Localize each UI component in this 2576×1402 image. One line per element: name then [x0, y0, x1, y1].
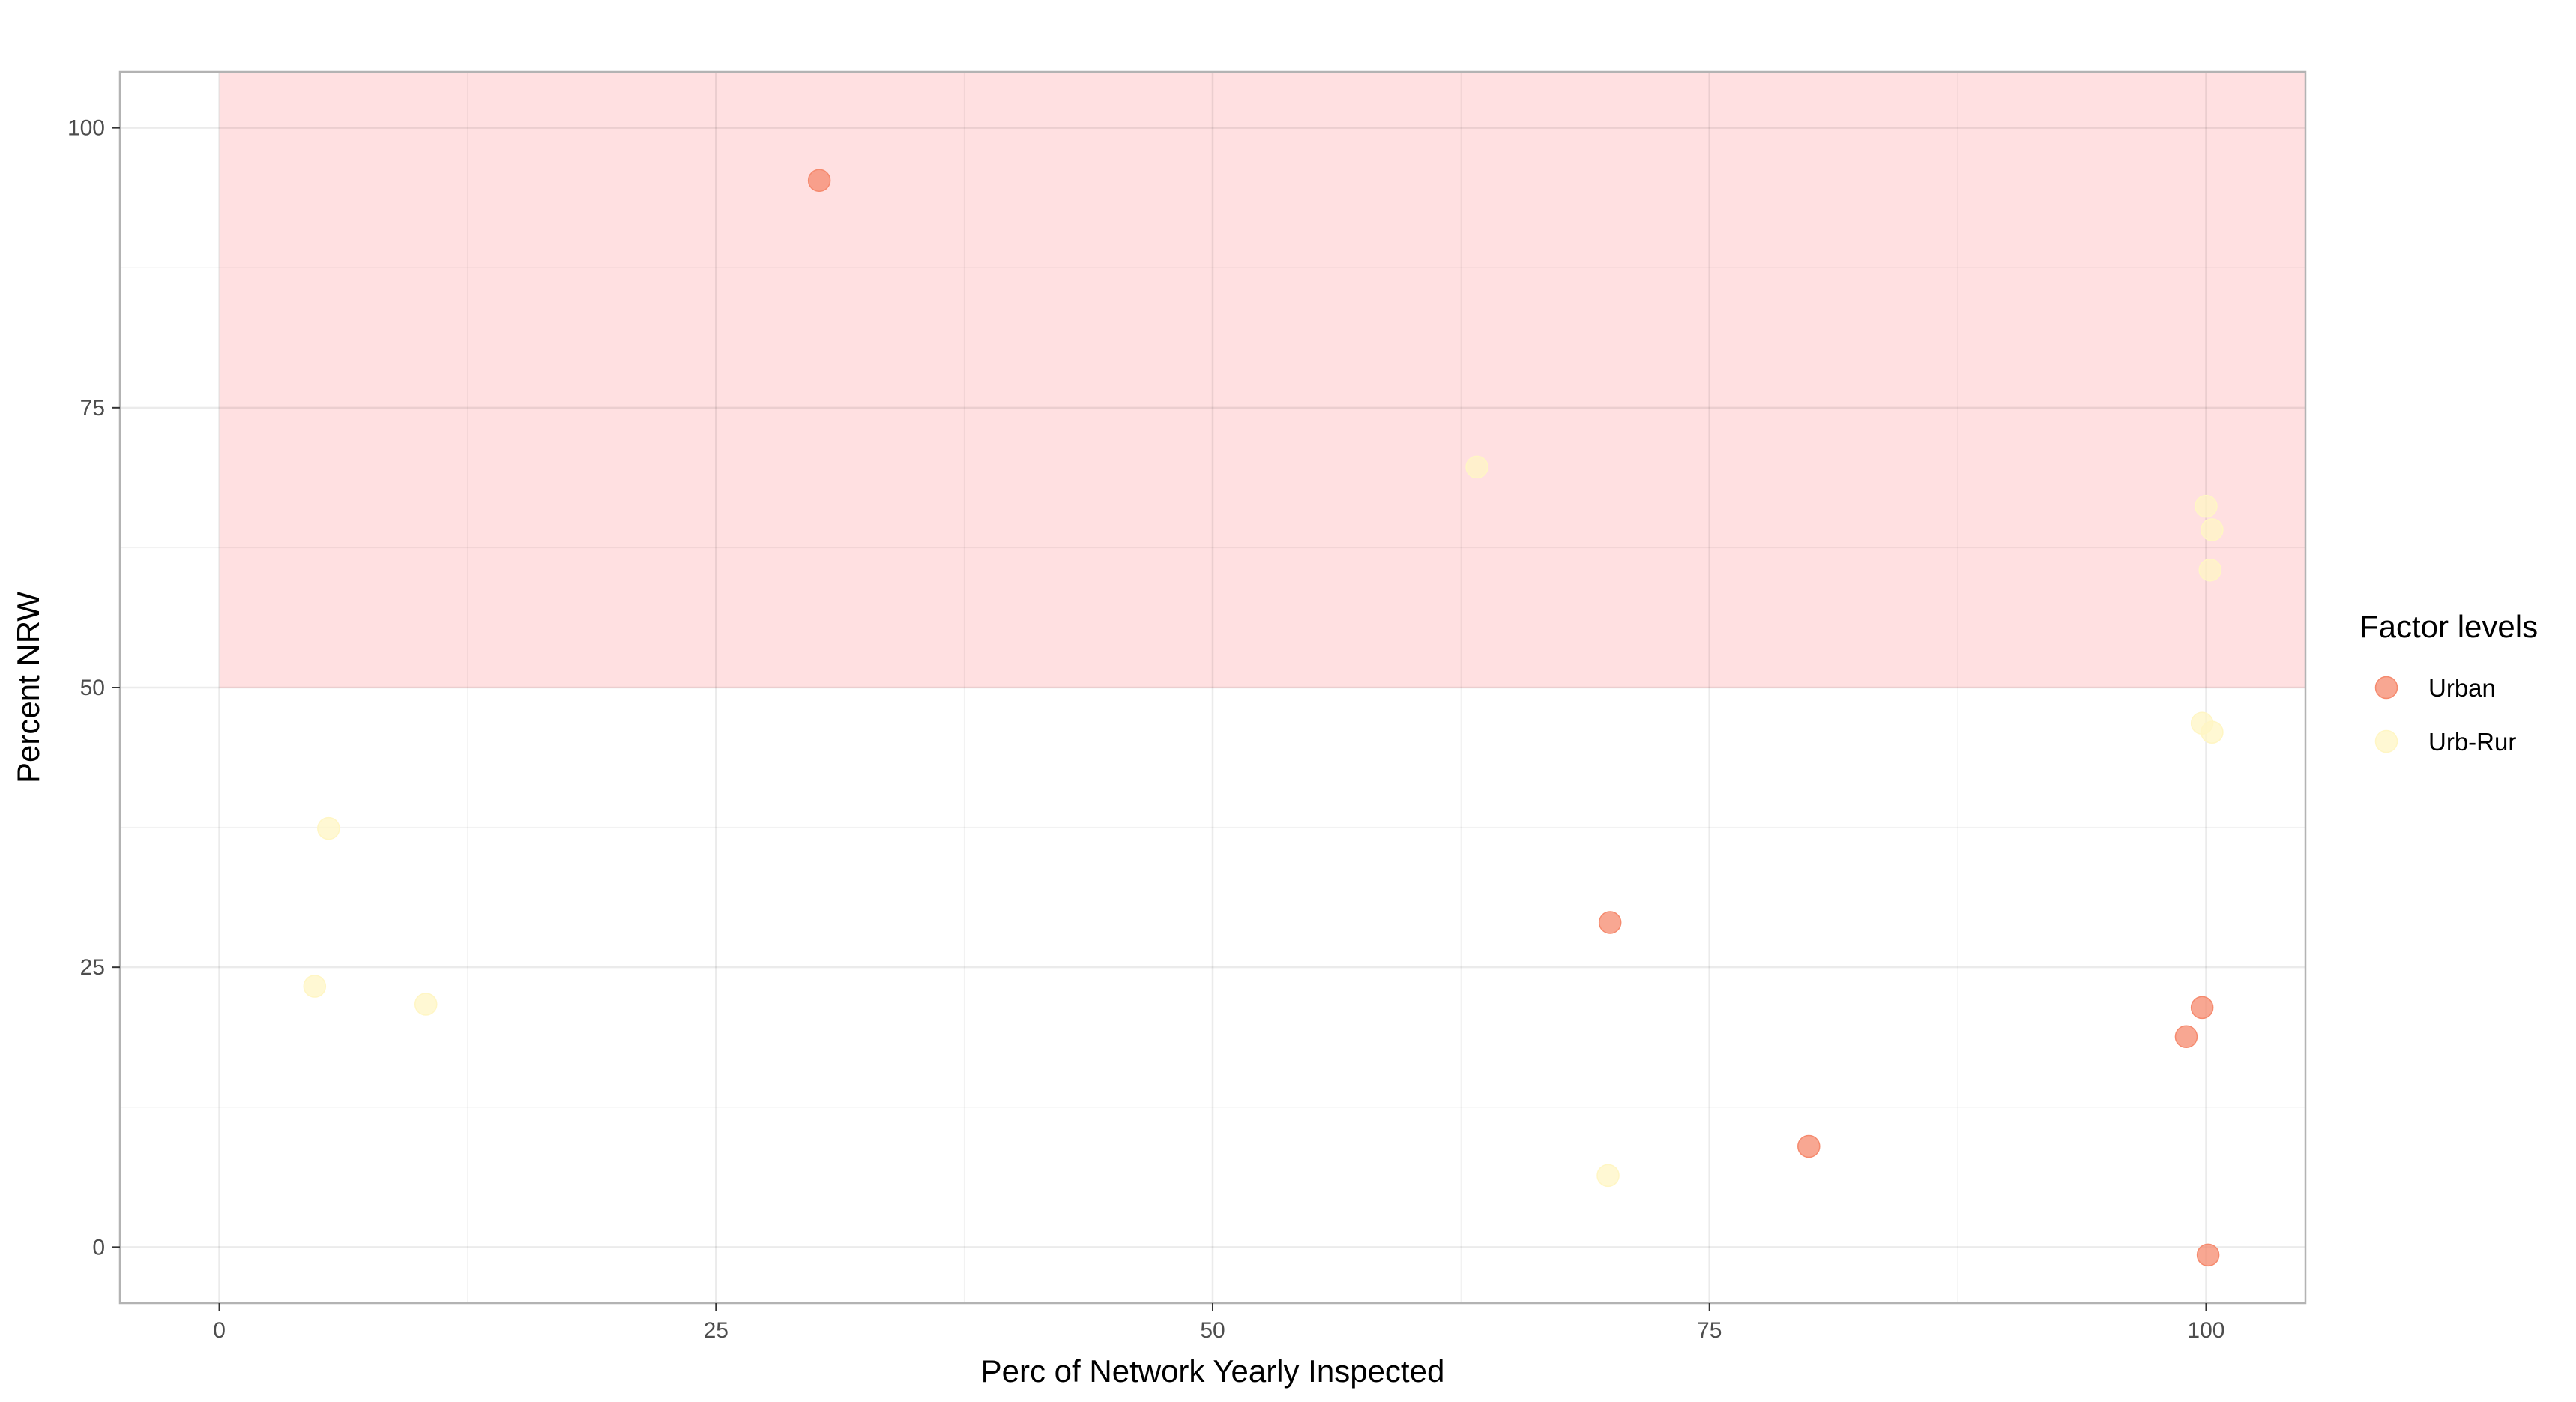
x-tick-label: 0 — [213, 1318, 226, 1343]
x-tick-label: 100 — [2187, 1318, 2224, 1343]
y-axis-title: Percent NRW — [10, 592, 46, 783]
x-tick-label: 75 — [1697, 1318, 1722, 1343]
data-point — [1598, 911, 1622, 934]
y-tick-label: 25 — [80, 955, 105, 980]
highlight-region — [219, 72, 2306, 688]
data-point — [317, 816, 340, 840]
data-point — [1596, 1164, 1620, 1188]
grid-layer — [120, 72, 2305, 1303]
data-point — [2195, 494, 2218, 518]
legend-label: Urban — [2428, 674, 2496, 702]
y-tick-label: 0 — [92, 1235, 105, 1260]
x-axis-title: Perc of Network Yearly Inspected — [981, 1353, 1445, 1389]
legend-label: Urb-Rur — [2428, 728, 2516, 756]
y-tick-label: 100 — [67, 116, 105, 141]
y-tick-label: 75 — [80, 396, 105, 421]
legend-items: Urban Urb-Rur — [2374, 674, 2516, 756]
data-point — [2201, 720, 2224, 744]
data-point — [807, 169, 831, 193]
data-point — [1465, 455, 1488, 479]
data-point — [2174, 1025, 2198, 1048]
data-point — [1797, 1134, 1821, 1158]
x-tick-label: 50 — [1200, 1318, 1225, 1343]
y-tick-label: 50 — [80, 676, 105, 700]
data-point — [2198, 559, 2222, 582]
legend-title: Factor levels — [2359, 609, 2538, 644]
data-point — [414, 993, 438, 1016]
data-point — [2190, 996, 2214, 1020]
data-point — [2196, 1243, 2220, 1267]
highlight-region-layer — [219, 72, 2306, 688]
data-point — [2201, 518, 2224, 541]
data-points-layer — [303, 169, 2224, 1267]
legend: Factor levels Urban Urb-Rur — [2359, 609, 2538, 756]
axis-ticks-layer: 0 25 50 75 100 0 25 50 75 100 — [67, 116, 2225, 1343]
data-point — [303, 975, 327, 998]
x-tick-label: 25 — [704, 1318, 729, 1343]
legend-key-urban — [2374, 676, 2398, 700]
legend-key-urb-rur — [2374, 729, 2398, 753]
